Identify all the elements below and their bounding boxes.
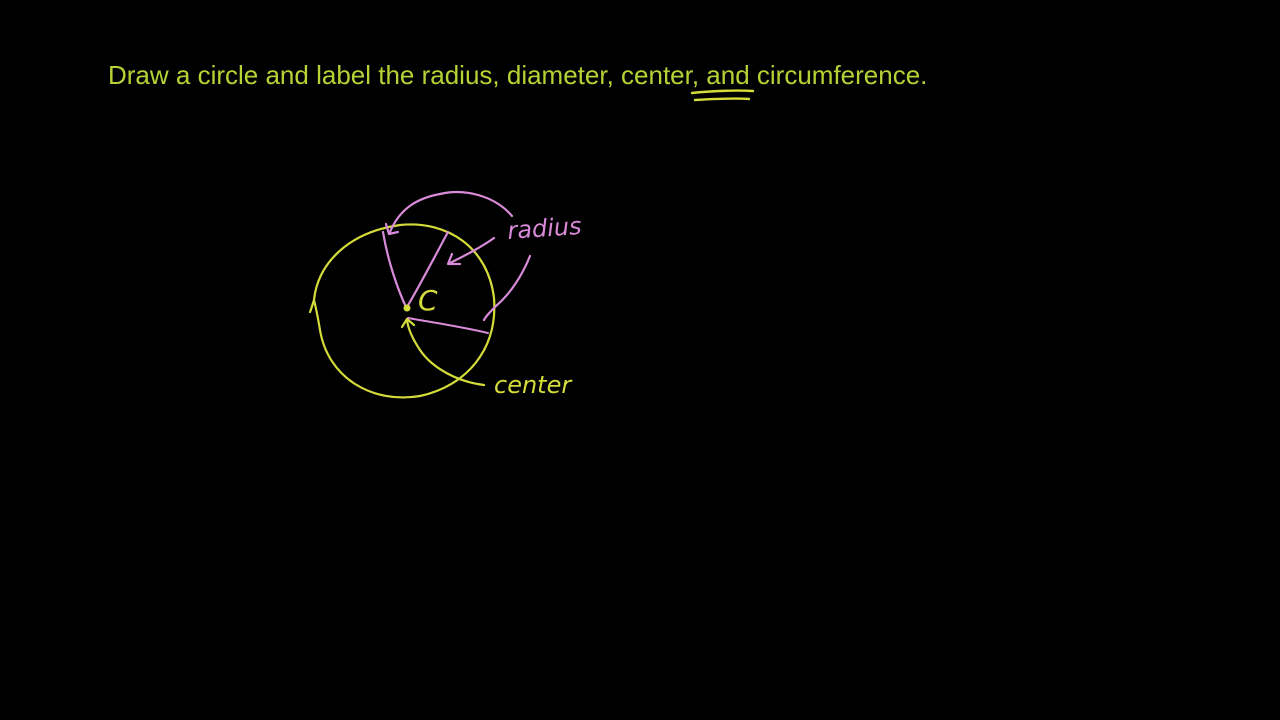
prompt-text-before: Draw a circle and label the radius, diam… [108, 60, 622, 90]
radius-segment-2 [405, 230, 450, 309]
circle-outline [308, 223, 496, 399]
radius-arrow-middle [448, 236, 496, 265]
radius-segment-3 [407, 317, 489, 334]
radius-arrow-top-head [384, 222, 400, 236]
prompt-highlight-word: center [621, 60, 692, 90]
problem-prompt: Draw a circle and label the radius, diam… [108, 58, 927, 92]
radius-label: radius [506, 212, 582, 245]
highlight-underline-2 [693, 97, 751, 102]
prompt-text-after: , and circumference. [691, 60, 928, 90]
radius-arrow-top [388, 190, 514, 234]
radius-arrow-middle-head [446, 252, 462, 266]
center-point-label: C [418, 284, 438, 317]
radius-arrow-lower [482, 254, 532, 322]
center-label: center [494, 371, 573, 399]
highlight-underline-1 [690, 89, 755, 95]
center-arrow-head [400, 317, 416, 329]
center-point-dot [403, 304, 411, 312]
radius-segment-1 [381, 230, 408, 309]
center-arrow [405, 318, 486, 387]
